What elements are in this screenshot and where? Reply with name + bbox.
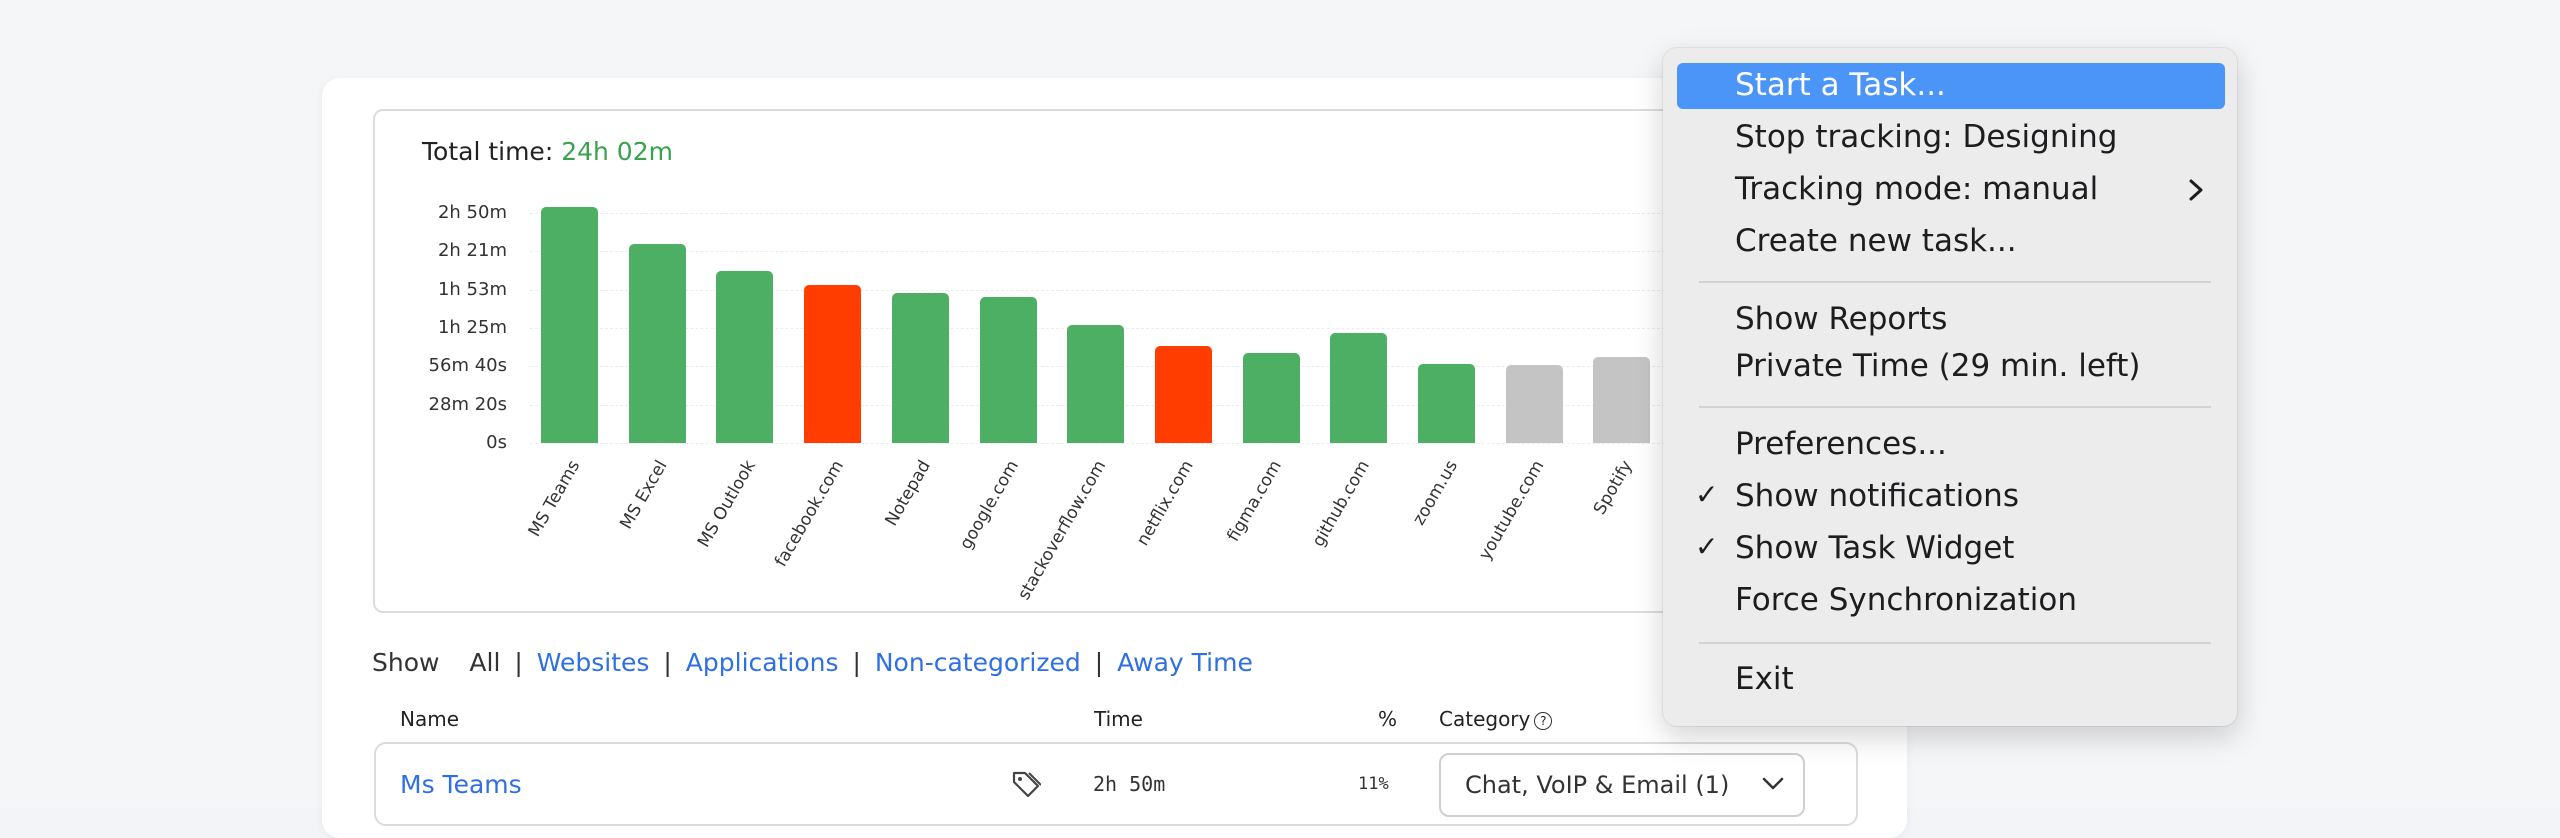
filter-websites[interactable]: Websites — [536, 648, 650, 677]
menu-item-label: Create new task... — [1735, 223, 2017, 259]
column-header-time[interactable]: Time — [1094, 707, 1143, 731]
menu-item-exit[interactable]: Exit — [1677, 657, 2225, 703]
menu-item-label: Exit — [1735, 661, 1794, 697]
total-time-value: 24h 02m — [561, 137, 673, 166]
menu-item-create-task[interactable]: Create new task... — [1677, 219, 2225, 265]
menu-item-label: Private Time (29 min. left) — [1735, 348, 2141, 384]
menu-item-show-notifications[interactable]: ✓ Show notifications — [1677, 474, 2225, 520]
tag-icon[interactable] — [1011, 770, 1041, 798]
category-select[interactable]: Chat, VoIP & Email (1) — [1439, 753, 1805, 817]
total-time: Total time: 24h 02m — [422, 137, 673, 166]
grid-line — [530, 443, 1670, 444]
category-select-value: Chat, VoIP & Email (1) — [1465, 771, 1730, 799]
bar-ms-teams[interactable] — [541, 207, 598, 443]
bar-google-com[interactable] — [979, 297, 1037, 443]
column-header-name[interactable]: Name — [400, 707, 460, 731]
filter-separator: | — [1094, 648, 1104, 677]
y-tick-label: 1h 25m — [437, 317, 507, 338]
y-tick-label: 0s — [486, 432, 507, 453]
bar-facebook-com[interactable] — [804, 284, 862, 443]
filter-separator: | — [852, 648, 861, 677]
filter-show-label: Show — [372, 648, 440, 677]
app-name-link[interactable]: Ms Teams — [400, 770, 522, 799]
menu-item-force-sync[interactable]: Force Synchronization — [1677, 578, 2225, 624]
bar-notepad[interactable] — [891, 293, 949, 443]
grid-line — [530, 289, 1670, 291]
bar-ms-outlook[interactable] — [716, 270, 774, 443]
column-header-category-label: Category — [1439, 707, 1531, 731]
bar-spotify[interactable] — [1593, 356, 1651, 443]
menu-divider — [1699, 406, 2211, 408]
menu-item-label: Force Synchronization — [1735, 582, 2078, 618]
checkmark-icon: ✓ — [1695, 478, 1719, 511]
bar-zoom-us[interactable] — [1418, 363, 1475, 443]
bar-stackoverflow-com[interactable] — [1067, 325, 1125, 443]
chevron-right-icon — [2189, 179, 2203, 201]
menu-item-tracking-mode[interactable]: Tracking mode: manual — [1677, 167, 2225, 213]
menu-divider — [1699, 642, 2211, 644]
y-tick-label: 2h 21m — [437, 240, 507, 262]
menu-divider — [1699, 281, 2211, 283]
menu-item-stop-tracking[interactable]: Stop tracking: Designing — [1677, 115, 2225, 161]
menu-item-label: Show Reports — [1735, 301, 1948, 337]
menu-item-show-reports[interactable]: Show Reports — [1677, 297, 2225, 343]
context-menu: Start a Task... Stop tracking: Designing… — [1663, 48, 2237, 726]
bar-github-com[interactable] — [1330, 333, 1388, 443]
filter-non-categorized[interactable]: Non-categorized — [874, 648, 1081, 677]
y-tick-label: 28m 20s — [428, 393, 507, 415]
menu-item-label: Stop tracking: Designing — [1735, 119, 2118, 155]
filter-away-time[interactable]: Away Time — [1117, 648, 1253, 677]
y-tick-label: 2h 50m — [437, 202, 507, 223]
menu-item-show-task-widget[interactable]: ✓ Show Task Widget — [1677, 526, 2225, 572]
column-header-category: Category? — [1439, 707, 1553, 731]
chevron-down-icon — [1762, 777, 1784, 790]
filter-separator: | — [663, 648, 672, 677]
menu-item-label: Start a Task... — [1735, 67, 1946, 103]
menu-item-start-task[interactable]: Start a Task... — [1677, 63, 2225, 109]
column-header-percent[interactable]: % — [1378, 707, 1398, 731]
filter-bar: Show All | Websites | Applications | Non… — [372, 648, 1253, 677]
menu-item-label: Show Task Widget — [1735, 530, 2015, 566]
menu-item-label: Tracking mode: manual — [1735, 171, 2099, 207]
grid-line — [530, 213, 1670, 214]
filter-applications[interactable]: Applications — [685, 648, 839, 677]
help-circle-icon[interactable]: ? — [1534, 711, 1553, 730]
bar-youtube-com[interactable] — [1505, 365, 1563, 443]
filter-separator: | — [514, 648, 523, 677]
grid-line — [530, 251, 1670, 253]
total-time-label: Total time: — [422, 137, 554, 166]
y-tick-label: 56m 40s — [428, 355, 507, 377]
filter-all[interactable]: All — [469, 648, 501, 677]
menu-item-label: Show notifications — [1735, 478, 2019, 514]
bar-netflix-com[interactable] — [1154, 345, 1212, 443]
checkmark-icon: ✓ — [1695, 530, 1719, 563]
y-tick-label: 1h 53m — [437, 278, 507, 300]
bar-ms-excel[interactable] — [628, 244, 686, 443]
menu-item-label: Preferences... — [1735, 426, 1947, 462]
menu-item-private-time[interactable]: Private Time (29 min. left) — [1677, 344, 2225, 390]
percent-value: 11% — [1358, 774, 1389, 794]
bar-figma-com[interactable] — [1242, 352, 1300, 443]
time-value: 2h 50m — [1093, 772, 1166, 796]
menu-item-preferences[interactable]: Preferences... — [1677, 422, 2225, 468]
